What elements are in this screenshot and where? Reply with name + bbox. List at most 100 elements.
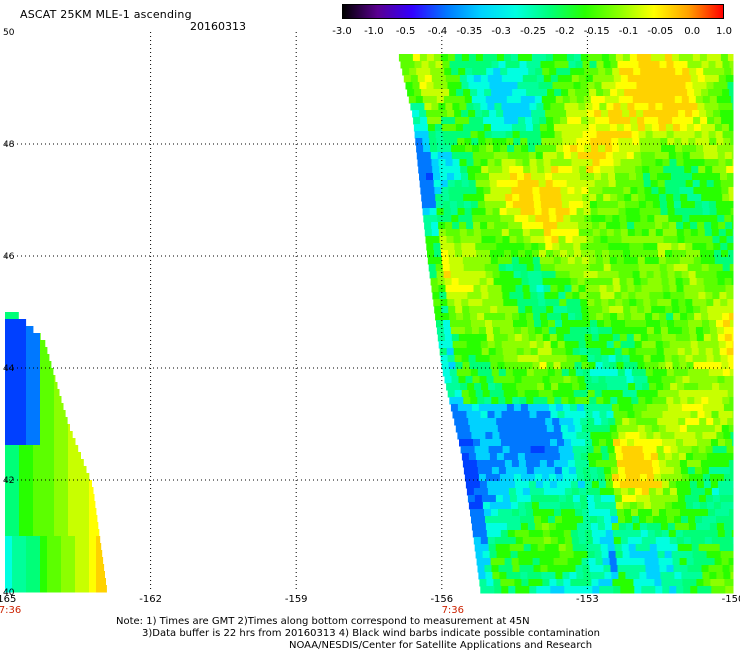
wind-cell (684, 236, 692, 244)
wind-cell (432, 292, 440, 300)
note-line-1: Note: 1) Times are GMT 2)Times along bot… (116, 616, 530, 627)
wind-cell (648, 229, 657, 237)
wind-cell (503, 82, 511, 90)
wind-cell (510, 390, 519, 398)
wind-cell (670, 166, 678, 174)
wind-cell (647, 215, 655, 223)
wind-cell (724, 376, 732, 384)
wind-cell (538, 551, 547, 559)
wind-cell (12, 501, 20, 509)
wind-cell (601, 54, 610, 62)
wind-cell (673, 61, 681, 69)
wind-cell (681, 404, 690, 412)
wind-cell (583, 572, 591, 580)
wind-cell (605, 215, 613, 223)
wind-cell (496, 390, 505, 398)
wind-cell (586, 544, 595, 552)
wind-cell (731, 334, 734, 342)
wind-cell (497, 362, 505, 370)
wind-cell (96, 571, 104, 579)
wind-cell (422, 208, 431, 216)
wind-cell (718, 537, 727, 545)
wind-cell (629, 418, 637, 426)
wind-cell (489, 243, 497, 251)
wind-cell (554, 369, 563, 377)
wind-cell (628, 292, 636, 300)
wind-cell (19, 550, 27, 558)
wind-cell (662, 537, 671, 545)
wind-cell (478, 474, 487, 482)
wind-cell (645, 264, 654, 272)
wind-cell (658, 460, 667, 468)
wind-cell (485, 327, 494, 335)
wind-cell (628, 236, 636, 244)
wind-cell (513, 327, 522, 335)
wind-cell (666, 369, 675, 377)
wind-cell (512, 369, 521, 377)
wind-cell (567, 362, 575, 370)
wind-cell (679, 362, 687, 370)
wind-cell (654, 334, 663, 342)
wind-cell (640, 278, 649, 286)
wind-cell (690, 411, 698, 419)
wind-cell (531, 551, 540, 559)
wind-cell (12, 417, 20, 425)
wind-cell (445, 285, 453, 293)
wind-cell (548, 474, 557, 482)
wind-cell (441, 362, 449, 370)
wind-cell (534, 208, 543, 216)
wind-cell (712, 544, 721, 552)
wind-cell (713, 551, 722, 559)
wind-cell (666, 509, 674, 517)
wind-cell (569, 320, 577, 328)
wind-cell (651, 460, 660, 468)
wind-cell (447, 243, 455, 251)
wind-cell (600, 383, 608, 391)
wind-cell (40, 347, 48, 355)
wind-cell (477, 397, 485, 405)
wind-cell (68, 452, 76, 460)
colorbar-tick-label: -3.0 (332, 26, 352, 37)
wind-cell (455, 187, 463, 195)
wind-cell (589, 264, 598, 272)
wind-cell (719, 383, 727, 391)
wind-cell (655, 285, 663, 293)
wind-cell (506, 523, 515, 531)
wind-cell (694, 131, 703, 139)
wind-cell (533, 131, 542, 139)
wind-cell (690, 229, 699, 237)
wind-cell (594, 54, 603, 62)
wind-cell (514, 152, 523, 160)
wind-cell (480, 285, 488, 293)
wind-cell (511, 187, 519, 195)
wind-cell (696, 152, 705, 160)
wind-cell (695, 572, 703, 580)
wind-cell (626, 530, 635, 538)
wind-cell (545, 173, 553, 181)
wind-cell (529, 229, 538, 237)
wind-cell (536, 103, 544, 111)
wind-cell (688, 404, 697, 412)
wind-cell (498, 565, 506, 573)
wind-cell (678, 355, 687, 363)
wind-cell (544, 446, 553, 454)
wind-cell (571, 159, 579, 167)
wind-cell (567, 257, 576, 265)
wind-cell (711, 229, 720, 237)
wind-cell (705, 166, 713, 174)
wind-cell (557, 285, 565, 293)
wind-cell (517, 54, 526, 62)
wind-cell (33, 508, 41, 516)
wind-cell (645, 61, 653, 69)
wind-cell (646, 474, 655, 482)
wind-cell (594, 551, 603, 559)
wind-cell (527, 320, 535, 328)
wind-cell (19, 333, 27, 341)
wind-cell (633, 68, 641, 76)
wind-cell (577, 579, 585, 587)
wind-cell (33, 578, 41, 586)
wind-cell (582, 61, 590, 69)
wind-cell (531, 110, 539, 118)
wind-cell (40, 410, 48, 418)
wind-cell (723, 271, 732, 279)
